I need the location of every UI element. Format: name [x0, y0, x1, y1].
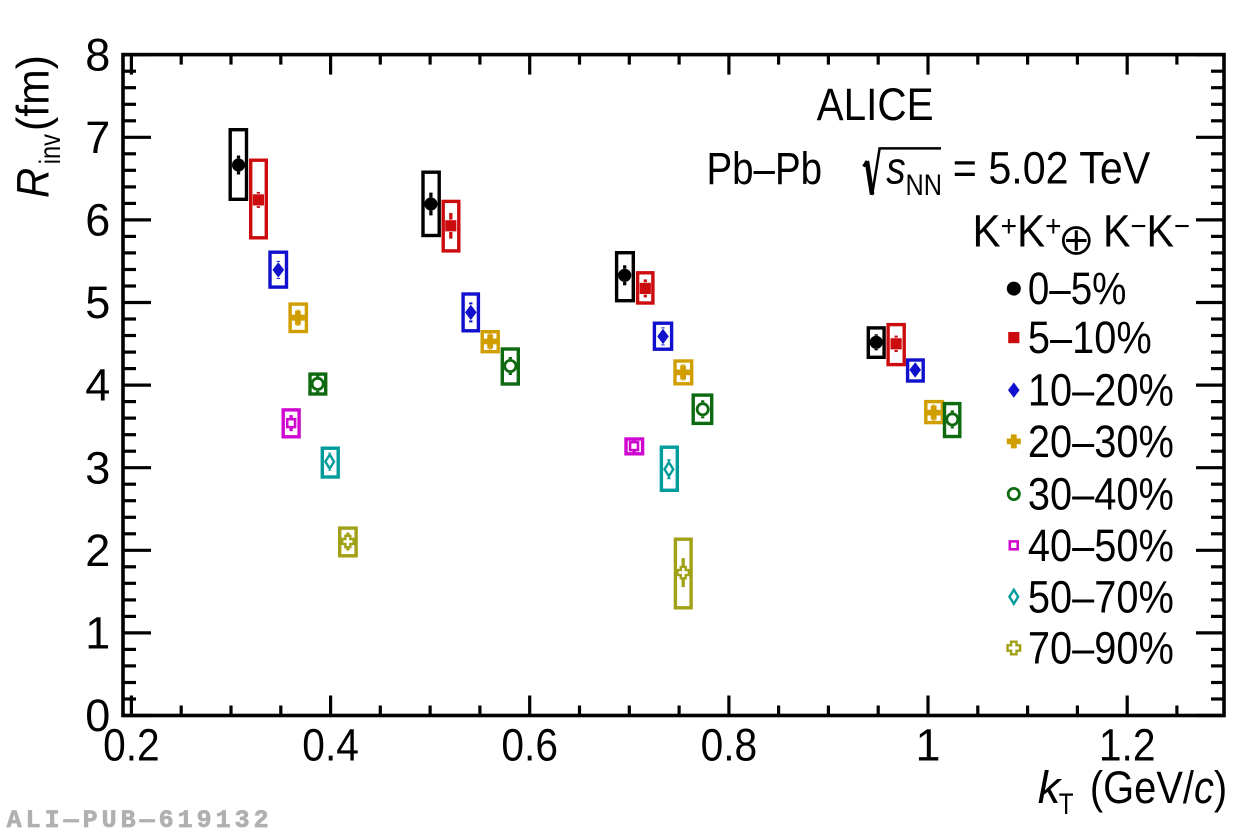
svg-text:ALI—PUB—619132: ALI—PUB—619132	[7, 806, 273, 835]
svg-text:(fm): (fm)	[8, 55, 59, 131]
svg-text:20–30%: 20–30%	[1028, 416, 1174, 467]
svg-text:10–20%: 10–20%	[1028, 365, 1174, 416]
svg-text:0.2: 0.2	[103, 720, 160, 771]
svg-text:s: s	[886, 142, 905, 193]
svg-text:(GeV/c): (GeV/c)	[1090, 762, 1227, 813]
svg-text:NN: NN	[906, 169, 943, 202]
svg-text:K−K−: K−K−	[1103, 206, 1190, 257]
svg-text:0.8: 0.8	[701, 720, 758, 771]
svg-text:T: T	[1059, 788, 1074, 821]
svg-text:2: 2	[85, 525, 110, 576]
svg-text:1: 1	[915, 720, 940, 771]
svg-text:0.6: 0.6	[501, 720, 558, 771]
svg-text:1: 1	[85, 608, 110, 659]
svg-text:4: 4	[85, 360, 110, 411]
svg-text:8: 8	[85, 29, 110, 80]
svg-text:0: 0	[85, 690, 110, 741]
svg-text:k: k	[1038, 762, 1063, 813]
svg-text:ALICE: ALICE	[817, 79, 934, 130]
svg-text:7: 7	[85, 112, 110, 163]
svg-text:inv: inv	[34, 134, 67, 164]
svg-text:= 5.02 TeV: = 5.02 TeV	[953, 142, 1151, 193]
svg-text:30–40%: 30–40%	[1028, 469, 1174, 520]
svg-text:0–5%: 0–5%	[1028, 263, 1127, 314]
svg-text:40–50%: 40–50%	[1028, 520, 1174, 571]
svg-text:R: R	[8, 168, 59, 198]
svg-text:Pb–Pb: Pb–Pb	[707, 143, 823, 194]
svg-text:0.4: 0.4	[302, 720, 359, 771]
svg-text:6: 6	[85, 195, 110, 246]
svg-text:5: 5	[85, 277, 110, 328]
svg-text:5–10%: 5–10%	[1028, 312, 1152, 363]
svg-text:70–90%: 70–90%	[1028, 623, 1174, 674]
svg-text:50–70%: 50–70%	[1028, 571, 1174, 622]
svg-text:3: 3	[85, 442, 110, 493]
svg-text:1.2: 1.2	[1099, 720, 1156, 771]
